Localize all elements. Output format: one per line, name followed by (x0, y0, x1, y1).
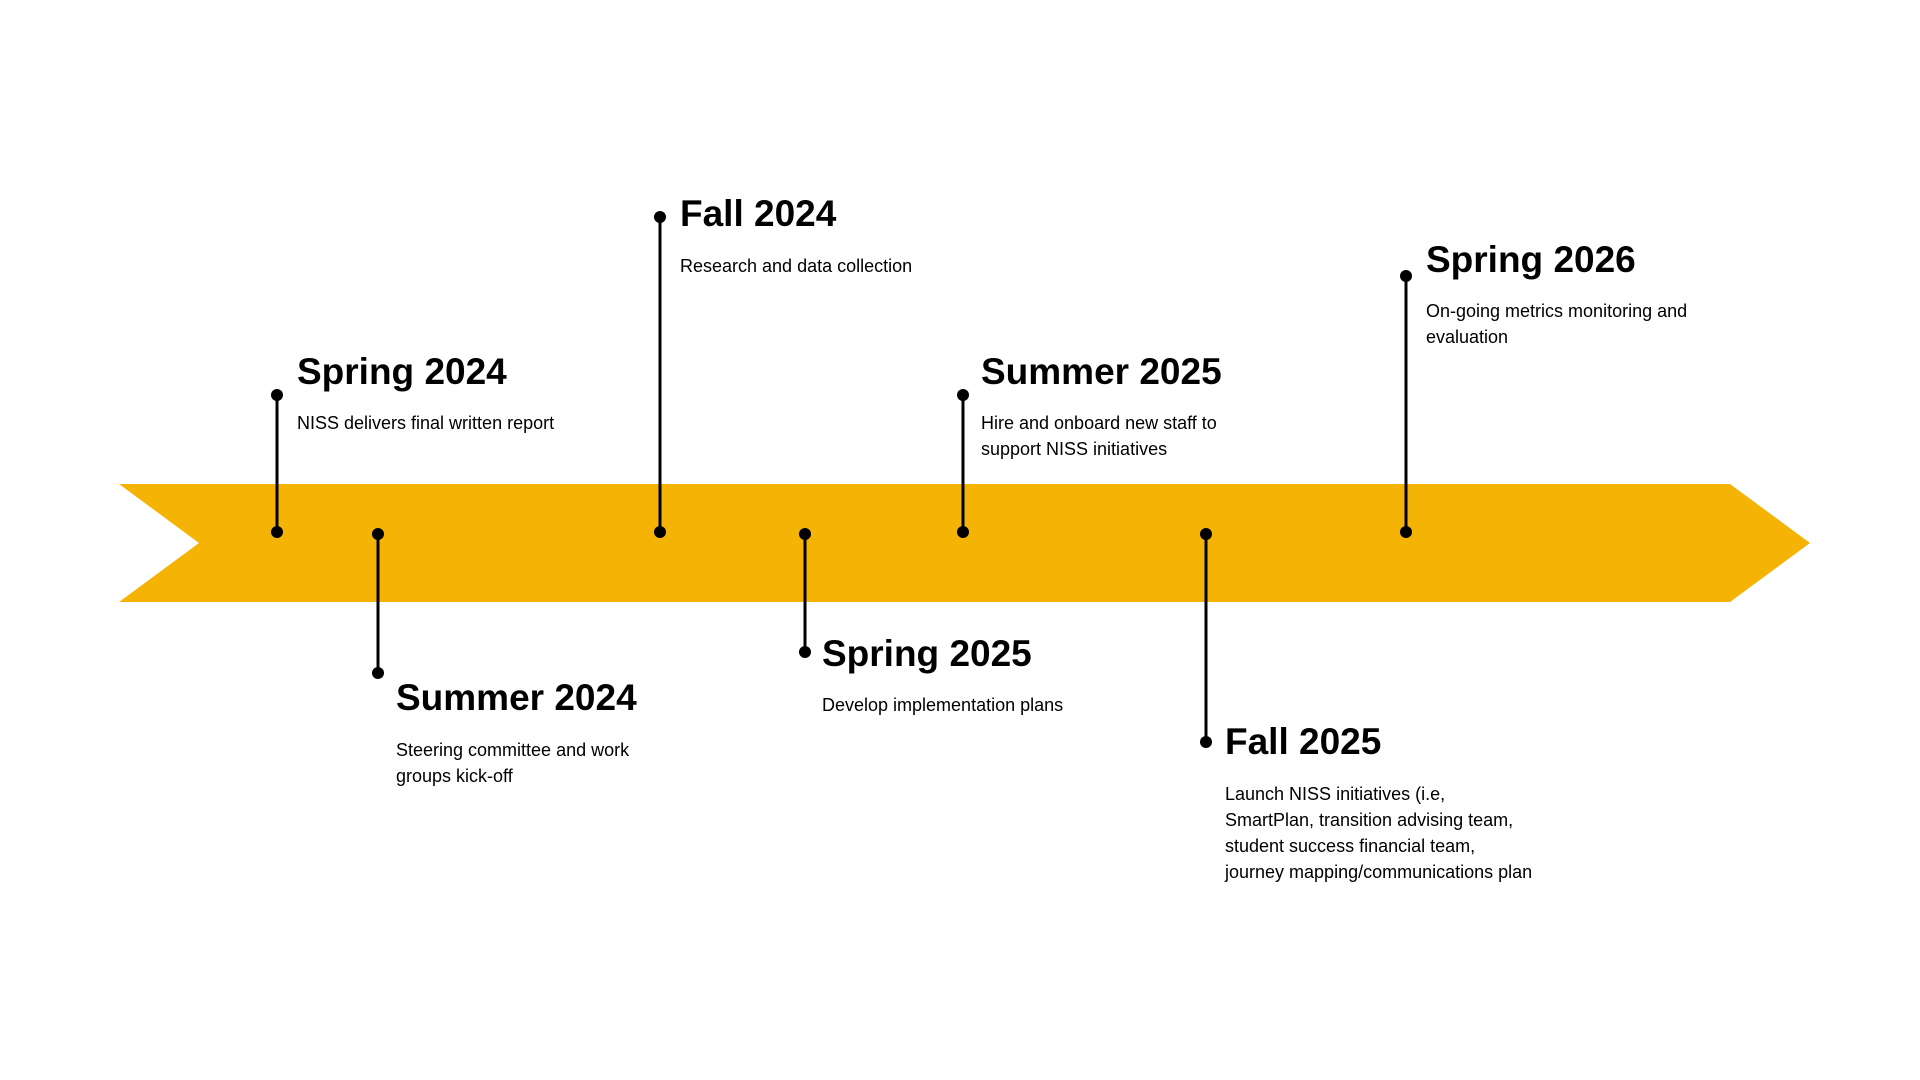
milestone-bar-dot (271, 526, 283, 538)
milestone-title: Spring 2024 (297, 351, 507, 392)
milestone-title: Fall 2025 (1225, 721, 1382, 762)
milestone-end-dot (271, 389, 283, 401)
milestone-bar-dot (957, 526, 969, 538)
milestone-title: Summer 2024 (396, 677, 637, 718)
milestone-description: Hire and onboard new staff to support NI… (981, 413, 1217, 459)
milestone-bar-dot (1400, 526, 1412, 538)
milestone-end-dot (1400, 270, 1412, 282)
milestone-bar-dot (799, 528, 811, 540)
milestone-title: Spring 2026 (1426, 239, 1636, 280)
milestone-title: Summer 2025 (981, 351, 1222, 392)
milestone-description: On-going metrics monitoring and evaluati… (1426, 301, 1688, 347)
milestone-end-dot (1200, 736, 1212, 748)
milestone-end-dot (372, 667, 384, 679)
milestone-bar-dot (654, 526, 666, 538)
timeline-arrow (119, 484, 1810, 602)
milestone-bar-dot (372, 528, 384, 540)
milestone-bar-dot (1200, 528, 1212, 540)
milestone-end-dot (799, 646, 811, 658)
milestone-description: Launch NISS initiatives (i.e, SmartPlan,… (1225, 784, 1533, 882)
milestone-end-dot (957, 389, 969, 401)
milestone-end-dot (654, 211, 666, 223)
milestone-description: Steering committee and work groups kick-… (396, 740, 630, 786)
milestone-description: Develop implementation plans (822, 695, 1064, 715)
milestone-title: Fall 2024 (680, 193, 837, 234)
milestone-title: Spring 2025 (822, 633, 1032, 674)
milestone-description: NISS delivers final written report (297, 413, 555, 433)
milestone-description: Research and data collection (680, 256, 913, 276)
